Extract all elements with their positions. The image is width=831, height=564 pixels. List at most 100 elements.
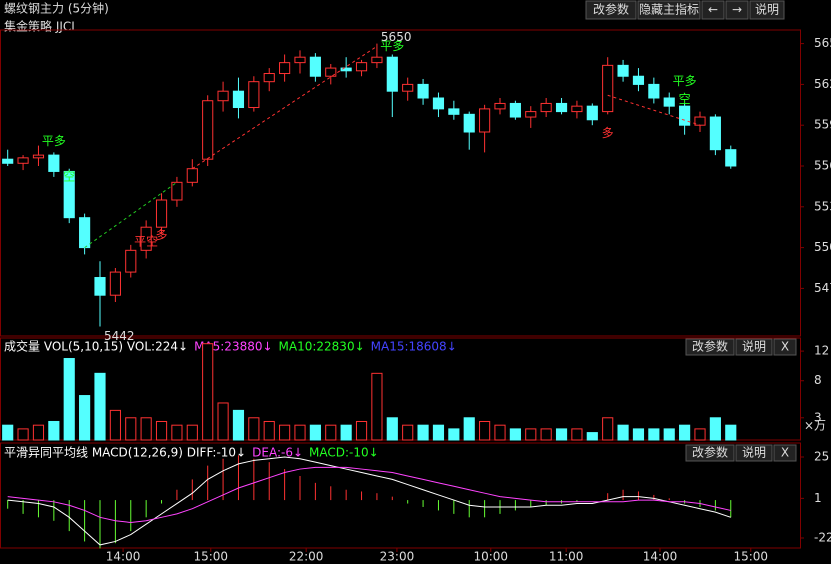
volume-bar	[386, 417, 398, 441]
candle-body	[248, 81, 260, 109]
volume-bar	[340, 424, 352, 441]
panel-button-label[interactable]: X	[781, 446, 789, 460]
panel-frame	[0, 337, 801, 441]
candle-body	[63, 170, 75, 219]
candle-body	[340, 67, 352, 72]
toolbar-button[interactable]	[749, 0, 785, 20]
x-tick-label: 15:00	[733, 550, 768, 564]
x-tick-label: 10:00	[473, 550, 508, 564]
volume-bar	[109, 409, 121, 441]
volume-bar	[355, 420, 368, 441]
panel-button-label[interactable]: X	[781, 340, 789, 354]
toolbar-label[interactable]: 改参数	[593, 2, 629, 17]
candle-body	[17, 157, 29, 164]
panel-frame	[0, 442, 801, 549]
volume-bar	[309, 424, 321, 441]
toolbar-label[interactable]: 说明	[755, 2, 779, 17]
candle-body	[540, 102, 552, 113]
volume-bar	[525, 428, 537, 441]
candle-body	[679, 105, 691, 126]
candle-body	[525, 111, 537, 118]
toolbar-button[interactable]	[585, 0, 637, 20]
candle-body	[709, 116, 721, 151]
toolbar-button[interactable]	[701, 0, 725, 20]
volume-bar	[479, 420, 491, 441]
candle-body	[48, 154, 60, 172]
candle-body	[309, 56, 321, 77]
candle-body	[2, 158, 14, 164]
candle-body	[232, 90, 245, 109]
annotation: 平空	[134, 235, 158, 249]
volume-unit: ×万	[804, 419, 826, 433]
candle-body	[448, 108, 460, 115]
volume-bar	[232, 409, 245, 441]
toolbar-label[interactable]: →	[732, 3, 742, 17]
signal-line	[84, 181, 178, 249]
volume-bar	[402, 424, 414, 441]
volume-bar	[217, 402, 229, 441]
volume-bar	[632, 428, 645, 441]
toolbar-button[interactable]	[637, 0, 701, 20]
panel-header: DEA:-6↓	[252, 446, 303, 460]
volume-bar	[125, 417, 137, 441]
panel-button[interactable]	[685, 338, 735, 356]
volume-bar	[417, 424, 429, 441]
panel-header: MA10:22830↓	[279, 340, 365, 354]
volume-bar	[586, 432, 598, 441]
candle-body	[294, 56, 306, 64]
x-tick-label: 11:00	[549, 550, 584, 564]
volume-bar	[709, 417, 721, 441]
toolbar-label[interactable]: 隐藏主指标	[639, 2, 699, 17]
volume-bar	[155, 420, 168, 441]
y-tick-label: 5560	[814, 159, 831, 173]
panel-header: MA15:18608↓	[371, 340, 457, 354]
panel-button-label[interactable]: 说明	[742, 339, 766, 354]
volume-bar	[371, 372, 383, 441]
panel-button-label[interactable]: 改参数	[692, 445, 728, 460]
y-tick-label: 5590	[814, 118, 831, 132]
candle-body	[186, 168, 198, 183]
panel-button[interactable]	[773, 338, 797, 356]
panel-button[interactable]	[773, 444, 797, 462]
panel-header: MA5:23880↓	[194, 340, 272, 354]
volume-bar	[263, 420, 275, 441]
y-tick-label: 5500	[814, 240, 831, 254]
volume-bar	[725, 424, 737, 441]
candle-body	[32, 154, 45, 159]
candle-body	[263, 73, 275, 83]
candle-body	[125, 249, 137, 273]
volume-bar	[617, 424, 629, 441]
volume-bar	[48, 420, 60, 441]
candle-body	[725, 149, 737, 167]
y-tick-label: 3	[814, 410, 822, 424]
y-tick-label: -22	[814, 531, 831, 545]
candle-body	[155, 199, 168, 228]
toolbar-label[interactable]: ←	[708, 3, 718, 17]
volume-bar	[448, 428, 460, 441]
volume-bar	[2, 424, 14, 441]
panel-button-label[interactable]: 改参数	[692, 339, 728, 354]
candle-body	[402, 83, 414, 92]
panel-button[interactable]	[735, 444, 773, 462]
volume-bar	[279, 424, 291, 441]
extreme-label: 5442	[104, 329, 135, 343]
panel-button[interactable]	[685, 444, 735, 462]
volume-bar	[94, 372, 106, 441]
panel-button[interactable]	[735, 338, 773, 356]
candle-body	[171, 181, 183, 201]
annotation: 平多	[380, 39, 404, 53]
candle-body	[217, 90, 229, 102]
y-tick-label: 12	[814, 344, 829, 358]
volume-bar	[555, 428, 568, 441]
volume-bar	[463, 417, 475, 441]
volume-bar	[186, 424, 198, 441]
panel-button-label[interactable]: 说明	[742, 445, 766, 460]
toolbar-button[interactable]	[725, 0, 749, 20]
volume-bar	[248, 417, 260, 441]
volume-bar	[17, 428, 29, 441]
subtitle: 集金策略 JJCL	[4, 19, 78, 34]
y-tick-label: 5530	[814, 199, 831, 213]
volume-bar	[63, 358, 75, 441]
y-tick-label: 8	[814, 373, 822, 387]
